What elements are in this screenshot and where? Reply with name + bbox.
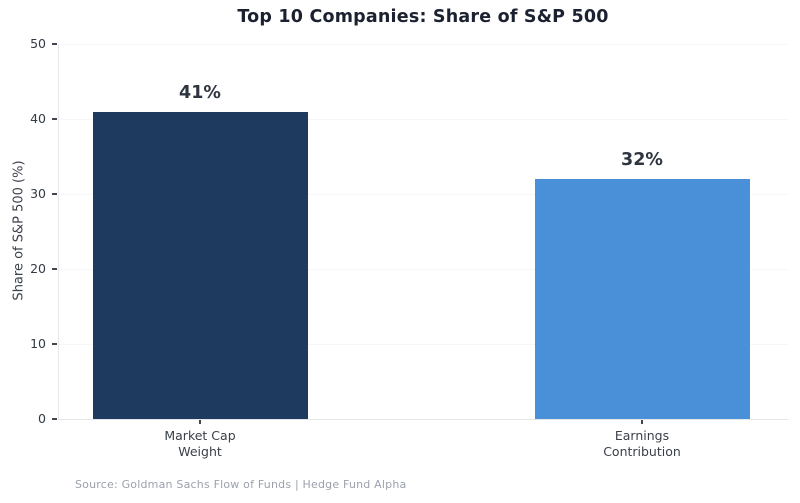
gridline bbox=[58, 343, 788, 345]
bar-value-label: 41% bbox=[179, 82, 221, 103]
y-tick-label: 30 bbox=[30, 186, 46, 201]
chart-title: Top 10 Companies: Share of S&P 500 bbox=[237, 7, 609, 27]
y-tick-mark bbox=[52, 118, 57, 120]
y-tick-label: 50 bbox=[30, 36, 46, 51]
y-tick-label: 20 bbox=[30, 261, 46, 276]
x-category-label: Earnings Contribution bbox=[603, 428, 681, 459]
y-tick-mark bbox=[52, 193, 57, 195]
gridline bbox=[58, 268, 788, 270]
bar-market-cap-weight bbox=[92, 111, 308, 419]
y-axis-spine bbox=[58, 44, 59, 419]
x-category-label: Market Cap Weight bbox=[164, 428, 236, 459]
y-tick-mark bbox=[52, 418, 57, 420]
gridline bbox=[58, 118, 788, 120]
x-axis-spine bbox=[58, 419, 788, 420]
bar-value-label: 32% bbox=[621, 150, 663, 170]
y-tick-label: 40 bbox=[30, 111, 46, 126]
y-tick-mark bbox=[52, 43, 57, 45]
bar-earnings-contribution bbox=[534, 179, 750, 419]
y-tick-label: 0 bbox=[38, 411, 46, 426]
x-tick-mark bbox=[641, 420, 643, 424]
y-tick-label: 10 bbox=[30, 336, 46, 351]
y-tick-mark bbox=[52, 268, 57, 270]
y-tick-mark bbox=[52, 343, 57, 345]
source-note: Source: Goldman Sachs Flow of Funds | He… bbox=[75, 478, 407, 491]
x-tick-mark bbox=[199, 420, 201, 424]
gridline bbox=[58, 193, 788, 195]
gridline bbox=[58, 43, 788, 45]
